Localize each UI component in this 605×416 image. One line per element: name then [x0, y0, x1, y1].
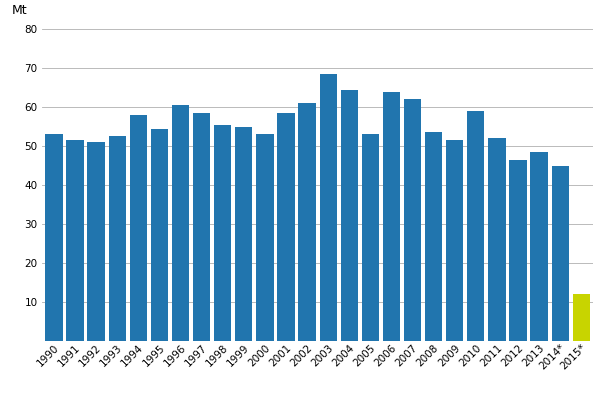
Bar [319, 74, 337, 341]
Bar [488, 138, 506, 341]
Bar [257, 134, 273, 341]
Bar [235, 126, 252, 341]
Bar [214, 125, 231, 341]
Bar [45, 134, 62, 341]
Bar [362, 134, 379, 341]
Bar [67, 140, 83, 341]
Bar [446, 140, 463, 341]
Bar [108, 136, 126, 341]
Bar [425, 132, 442, 341]
Bar [341, 89, 358, 341]
Bar [151, 129, 168, 341]
Bar [298, 103, 316, 341]
Bar [277, 113, 295, 341]
Bar [193, 113, 211, 341]
Bar [88, 142, 105, 341]
Bar [383, 92, 400, 341]
Bar [172, 105, 189, 341]
Bar [129, 115, 147, 341]
Bar [573, 294, 590, 341]
Bar [467, 111, 485, 341]
Bar [552, 166, 569, 341]
Text: Mt: Mt [12, 4, 28, 17]
Bar [509, 160, 527, 341]
Bar [531, 152, 548, 341]
Bar [404, 99, 421, 341]
